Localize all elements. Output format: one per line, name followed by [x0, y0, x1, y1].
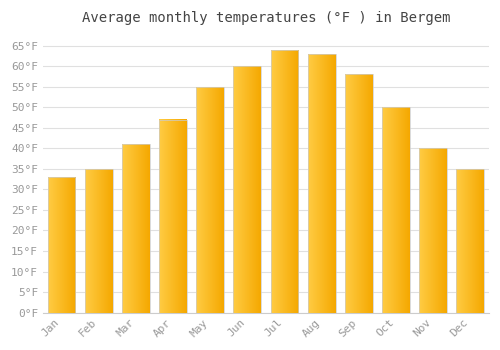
Bar	[85, 169, 112, 313]
Bar	[48, 177, 76, 313]
Bar	[382, 107, 410, 313]
Bar	[456, 169, 484, 313]
Bar	[196, 87, 224, 313]
Bar	[270, 50, 298, 313]
Bar	[345, 74, 373, 313]
Title: Average monthly temperatures (°F ) in Bergem: Average monthly temperatures (°F ) in Be…	[82, 11, 450, 25]
Bar	[122, 144, 150, 313]
Bar	[419, 148, 447, 313]
Bar	[234, 66, 262, 313]
Bar	[159, 119, 187, 313]
Bar	[308, 54, 336, 313]
